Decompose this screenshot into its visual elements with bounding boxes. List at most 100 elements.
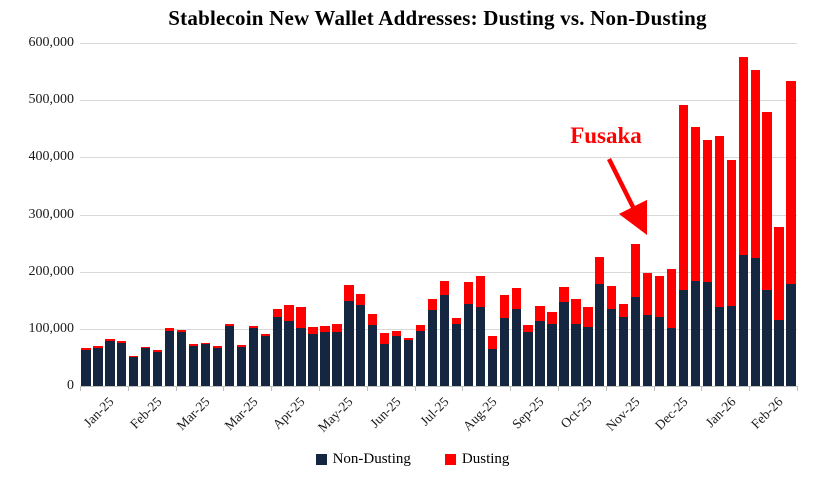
bar-dusting-9 bbox=[176, 329, 187, 332]
bar-dusting-19 bbox=[296, 307, 306, 329]
bar-dusting-2 bbox=[93, 345, 103, 349]
bar-non-dusting-9 bbox=[176, 331, 187, 386]
bar-dusting-49 bbox=[654, 276, 665, 317]
bar-dusting-20 bbox=[308, 326, 318, 334]
bar-non-dusting-24 bbox=[356, 304, 366, 386]
bar-non-dusting-16 bbox=[260, 335, 270, 386]
bar-non-dusting-38 bbox=[523, 331, 533, 386]
bar-non-dusting-34 bbox=[475, 306, 485, 386]
bar-dusting-51 bbox=[678, 105, 689, 290]
x-axis-tick bbox=[749, 386, 751, 391]
bar-non-dusting-14 bbox=[236, 347, 246, 386]
bar-non-dusting-1 bbox=[81, 349, 91, 386]
bar-dusting-37 bbox=[511, 287, 521, 309]
bar-non-dusting-37 bbox=[511, 308, 521, 386]
legend-label-non-dusting: Non-Dusting bbox=[332, 451, 411, 467]
bar-non-dusting-47 bbox=[631, 296, 641, 386]
bar-non-dusting-4 bbox=[117, 343, 127, 386]
y-tick-label-300000: 300,000 bbox=[28, 206, 75, 222]
y-tick-label-200000: 200,000 bbox=[28, 263, 75, 279]
bar-dusting-58 bbox=[762, 111, 772, 290]
bar-non-dusting-54 bbox=[714, 307, 724, 386]
bar-non-dusting-31 bbox=[439, 295, 450, 386]
bar-non-dusting-39 bbox=[535, 320, 545, 386]
x-axis-tick bbox=[366, 386, 368, 391]
x-axis-tick bbox=[653, 386, 655, 391]
bar-dusting-33 bbox=[463, 281, 474, 305]
bar-dusting-22 bbox=[332, 324, 342, 332]
bar-non-dusting-20 bbox=[308, 333, 318, 386]
bar-non-dusting-2 bbox=[93, 348, 103, 386]
bar-non-dusting-21 bbox=[320, 332, 330, 386]
bar-non-dusting-49 bbox=[654, 316, 665, 386]
gridline bbox=[80, 271, 797, 273]
legend-swatch-non-dusting-icon bbox=[315, 454, 327, 465]
bar-dusting-7 bbox=[153, 349, 163, 352]
x-axis-tick bbox=[510, 386, 512, 391]
bar-dusting-16 bbox=[260, 333, 270, 336]
bar-dusting-43 bbox=[583, 307, 593, 328]
bar-dusting-29 bbox=[415, 324, 426, 331]
bar-dusting-12 bbox=[212, 345, 223, 348]
bar-dusting-50 bbox=[666, 268, 677, 329]
x-axis-tick bbox=[319, 386, 320, 391]
bar-dusting-48 bbox=[642, 272, 653, 316]
y-tick-label-500000: 500,000 bbox=[28, 92, 75, 108]
bar-dusting-54 bbox=[714, 135, 724, 308]
bar-dusting-23 bbox=[344, 284, 354, 301]
bar-dusting-4 bbox=[117, 340, 127, 344]
bar-dusting-46 bbox=[619, 304, 629, 317]
bar-non-dusting-57 bbox=[750, 257, 760, 386]
bar-dusting-39 bbox=[535, 305, 545, 321]
x-axis-tick bbox=[462, 386, 464, 391]
bar-non-dusting-6 bbox=[141, 348, 151, 386]
bar-non-dusting-26 bbox=[380, 343, 390, 386]
y-tick-label-100000: 100,000 bbox=[28, 320, 75, 336]
bar-non-dusting-59 bbox=[774, 320, 784, 386]
bar-non-dusting-42 bbox=[571, 324, 581, 386]
bar-non-dusting-18 bbox=[284, 321, 294, 386]
x-axis-tick bbox=[127, 386, 129, 391]
bar-dusting-3 bbox=[105, 338, 115, 341]
bar-non-dusting-28 bbox=[403, 340, 414, 386]
bar-non-dusting-45 bbox=[607, 308, 617, 386]
bar-dusting-27 bbox=[392, 330, 402, 336]
legend-item-non-dusting: Non-Dusting bbox=[315, 451, 411, 468]
bar-dusting-15 bbox=[248, 325, 258, 328]
bar-non-dusting-32 bbox=[451, 323, 462, 386]
bar-non-dusting-11 bbox=[200, 344, 211, 386]
legend: Non-Dusting Dusting bbox=[0, 451, 825, 468]
bar-dusting-24 bbox=[356, 293, 366, 305]
bar-non-dusting-46 bbox=[619, 316, 629, 386]
bar-non-dusting-12 bbox=[212, 347, 223, 386]
bar-non-dusting-44 bbox=[595, 283, 605, 386]
bar-non-dusting-13 bbox=[224, 325, 235, 386]
bar-dusting-26 bbox=[380, 332, 390, 344]
bar-dusting-52 bbox=[690, 127, 701, 282]
bar-non-dusting-8 bbox=[164, 330, 175, 386]
bar-non-dusting-7 bbox=[153, 351, 163, 386]
bar-non-dusting-48 bbox=[642, 315, 653, 386]
bar-non-dusting-52 bbox=[690, 281, 701, 386]
bar-non-dusting-51 bbox=[678, 289, 689, 386]
bar-dusting-59 bbox=[774, 226, 784, 321]
x-axis-tick bbox=[605, 386, 607, 391]
bar-dusting-14 bbox=[236, 345, 246, 348]
bar-dusting-34 bbox=[475, 276, 485, 307]
bar-non-dusting-3 bbox=[105, 340, 115, 386]
bar-dusting-32 bbox=[451, 317, 462, 324]
bar-non-dusting-15 bbox=[248, 327, 258, 386]
x-axis-line bbox=[80, 386, 797, 387]
bar-dusting-5 bbox=[129, 355, 139, 358]
bar-non-dusting-29 bbox=[415, 330, 426, 386]
x-axis-tick bbox=[80, 386, 81, 391]
bar-non-dusting-22 bbox=[332, 331, 342, 386]
y-tick-label-400000: 400,000 bbox=[28, 149, 75, 165]
plot-area bbox=[80, 43, 797, 387]
gridline bbox=[80, 100, 797, 102]
bar-dusting-13 bbox=[224, 323, 235, 326]
bar-dusting-56 bbox=[738, 57, 748, 256]
bar-dusting-53 bbox=[702, 140, 713, 282]
bar-non-dusting-50 bbox=[666, 328, 677, 386]
annotation-fusaka-label: Fusaka bbox=[570, 123, 642, 148]
